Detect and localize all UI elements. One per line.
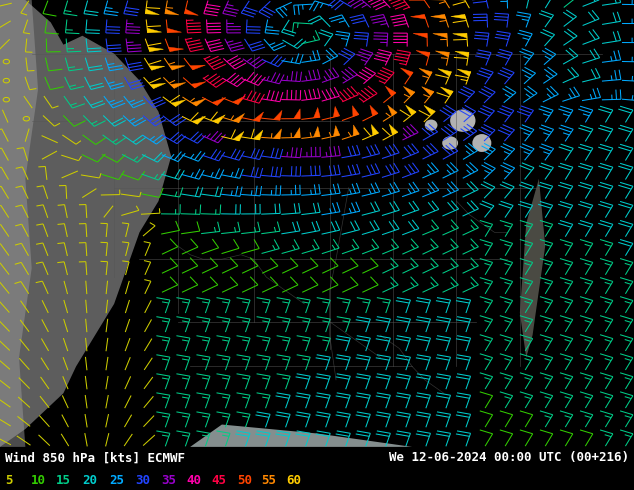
Polygon shape <box>294 127 301 138</box>
Polygon shape <box>253 112 264 122</box>
Text: We 12-06-2024 00:00 UTC (00+216): We 12-06-2024 00:00 UTC (00+216) <box>389 451 629 464</box>
Polygon shape <box>387 105 397 116</box>
Polygon shape <box>190 424 444 447</box>
Text: 5: 5 <box>5 473 13 487</box>
Polygon shape <box>333 106 340 117</box>
Ellipse shape <box>425 120 437 131</box>
Polygon shape <box>233 131 244 141</box>
Polygon shape <box>233 96 245 104</box>
Polygon shape <box>192 116 205 124</box>
Polygon shape <box>389 124 398 135</box>
Polygon shape <box>0 0 171 447</box>
Polygon shape <box>294 109 301 119</box>
Polygon shape <box>438 69 451 76</box>
Polygon shape <box>453 33 467 38</box>
Text: 15: 15 <box>56 473 71 487</box>
Polygon shape <box>145 9 159 15</box>
Polygon shape <box>333 125 340 136</box>
Polygon shape <box>419 68 432 76</box>
Polygon shape <box>441 87 453 96</box>
Polygon shape <box>413 33 427 38</box>
Polygon shape <box>457 69 470 76</box>
Polygon shape <box>254 130 263 140</box>
Polygon shape <box>273 110 282 120</box>
Polygon shape <box>372 124 378 135</box>
Polygon shape <box>171 99 186 106</box>
Polygon shape <box>191 82 206 88</box>
Ellipse shape <box>472 134 491 152</box>
Polygon shape <box>370 105 378 116</box>
Polygon shape <box>184 9 198 15</box>
Text: 10: 10 <box>30 473 46 487</box>
Polygon shape <box>403 86 415 96</box>
Polygon shape <box>314 126 320 137</box>
Polygon shape <box>451 14 466 19</box>
Polygon shape <box>422 87 434 96</box>
Text: 20: 20 <box>82 473 98 487</box>
Polygon shape <box>411 14 425 19</box>
Polygon shape <box>171 83 186 88</box>
Ellipse shape <box>450 109 476 132</box>
Polygon shape <box>212 98 226 105</box>
Polygon shape <box>165 9 179 15</box>
Polygon shape <box>430 14 446 19</box>
Text: 35: 35 <box>161 473 176 487</box>
Polygon shape <box>147 28 162 33</box>
Text: 45: 45 <box>212 473 227 487</box>
Text: 30: 30 <box>136 473 151 487</box>
Polygon shape <box>273 129 281 139</box>
Text: 50: 50 <box>237 473 252 487</box>
Polygon shape <box>148 47 164 51</box>
Text: 55: 55 <box>261 473 276 487</box>
Polygon shape <box>169 47 184 51</box>
Polygon shape <box>353 125 359 136</box>
Polygon shape <box>190 65 205 70</box>
Polygon shape <box>436 51 449 57</box>
Polygon shape <box>406 105 416 115</box>
Polygon shape <box>416 50 430 57</box>
Polygon shape <box>353 106 359 117</box>
Text: 40: 40 <box>186 473 202 487</box>
Polygon shape <box>150 66 165 70</box>
Polygon shape <box>424 105 435 115</box>
Polygon shape <box>314 107 320 118</box>
Polygon shape <box>455 51 469 57</box>
Ellipse shape <box>442 136 458 150</box>
Polygon shape <box>191 98 206 106</box>
Polygon shape <box>0 0 38 447</box>
Polygon shape <box>167 28 181 33</box>
Polygon shape <box>401 68 413 76</box>
Polygon shape <box>520 179 545 358</box>
Polygon shape <box>433 33 447 38</box>
Polygon shape <box>385 86 396 96</box>
Polygon shape <box>169 66 185 70</box>
Text: Wind 850 hPa [kts] ECMWF: Wind 850 hPa [kts] ECMWF <box>5 451 185 464</box>
Polygon shape <box>233 113 245 122</box>
Polygon shape <box>212 115 225 123</box>
Text: 60: 60 <box>287 473 302 487</box>
Text: 25: 25 <box>109 473 124 487</box>
Polygon shape <box>150 83 165 89</box>
